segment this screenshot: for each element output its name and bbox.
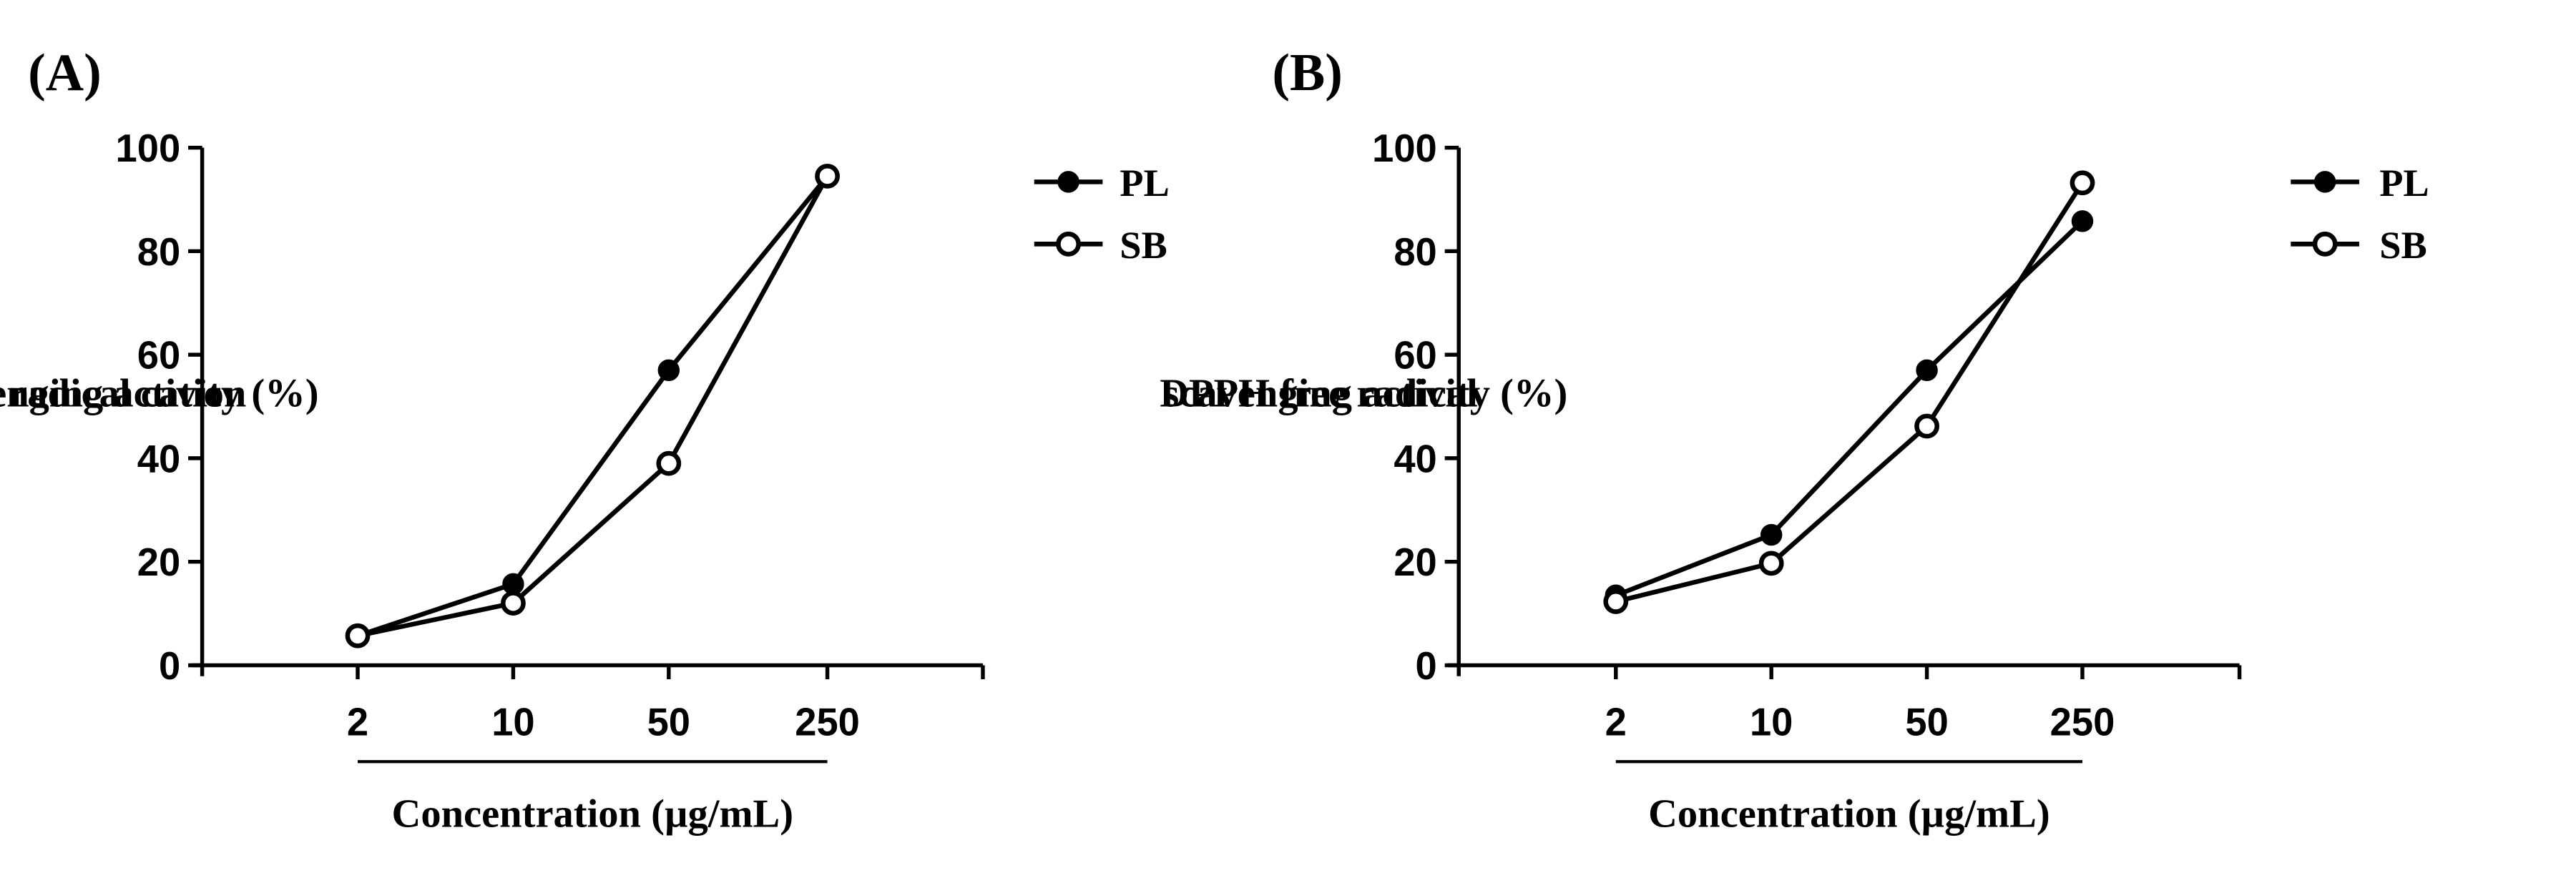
data-point-sb <box>1758 551 1784 576</box>
data-point-sb <box>815 163 840 189</box>
y-tick-label: 80 <box>1394 230 1436 274</box>
data-point-pl <box>1760 523 1783 546</box>
y-tick-label: 40 <box>137 437 180 480</box>
panel-label: (B) <box>1272 43 1343 102</box>
data-point-sb <box>656 450 682 476</box>
legend-marker <box>2313 171 2336 193</box>
x-tick-label: 250 <box>2050 700 2115 744</box>
y-tick-label: 100 <box>116 127 181 170</box>
y-tick-label: 20 <box>1394 541 1436 584</box>
x-tick-label: 10 <box>491 700 534 744</box>
data-point-sb <box>1914 413 1939 439</box>
panel-a: (A) 0 20 40 60 80 100 2 10 50 250 Concentration (µg… <box>0 43 1170 836</box>
data-point-sb <box>501 591 526 616</box>
x-tick-label: 2 <box>347 700 368 744</box>
x-tick-label: 10 <box>1750 700 1793 744</box>
legend-label: SB <box>1120 224 1167 267</box>
data-point-sb <box>2070 170 2095 196</box>
y-tick-label: 40 <box>1394 437 1436 480</box>
data-point-sb <box>1603 589 1629 614</box>
y-tick-label: 0 <box>1416 644 1437 688</box>
legend-label: SB <box>2379 224 2426 267</box>
y-tick-label: 100 <box>1372 127 1437 170</box>
y-tick-label: 20 <box>137 541 180 584</box>
x-axis-title: Concentration (µg/mL) <box>1648 792 2050 837</box>
x-tick-label: 50 <box>1905 700 1948 744</box>
y-tick-label: 60 <box>137 334 180 378</box>
series-line-sb <box>357 174 830 638</box>
x-tick-label: 250 <box>795 700 860 744</box>
data-point-pl <box>657 359 680 382</box>
x-axis-title: Concentration (µg/mL) <box>392 792 794 837</box>
data-point-pl <box>2071 210 2094 232</box>
x-tick-label: 2 <box>1605 700 1627 744</box>
y-axis-title-line: scavenging activity (%) <box>0 372 319 416</box>
x-tick-label: 50 <box>647 700 690 744</box>
data-point-sb <box>345 623 371 648</box>
y-axis-title-line: scavenging activity (%) <box>1163 372 1567 416</box>
legend-marker <box>2312 231 2338 257</box>
panel-b: (B) 0 20 40 60 80 100 2 10 50 250 Concentration (µg… <box>1160 43 2429 836</box>
series-line-sb <box>1615 182 2085 604</box>
legend-label: PL <box>1120 162 1169 204</box>
y-tick-label: 60 <box>1394 334 1436 378</box>
legend-marker <box>1057 171 1079 193</box>
panel-label: (A) <box>28 43 102 102</box>
series-line-pl <box>1615 219 2085 598</box>
legend-marker <box>1056 231 1081 257</box>
legend-label: PL <box>2379 162 2429 204</box>
y-axis-title-line: ABTS radical cation <box>0 372 246 416</box>
y-tick-label: 80 <box>137 230 180 274</box>
y-axis-title-line: DPPH free radical <box>1160 372 1478 416</box>
series-line-pl <box>356 174 830 638</box>
y-tick-label: 0 <box>159 644 180 688</box>
data-point-pl <box>1916 359 1938 382</box>
